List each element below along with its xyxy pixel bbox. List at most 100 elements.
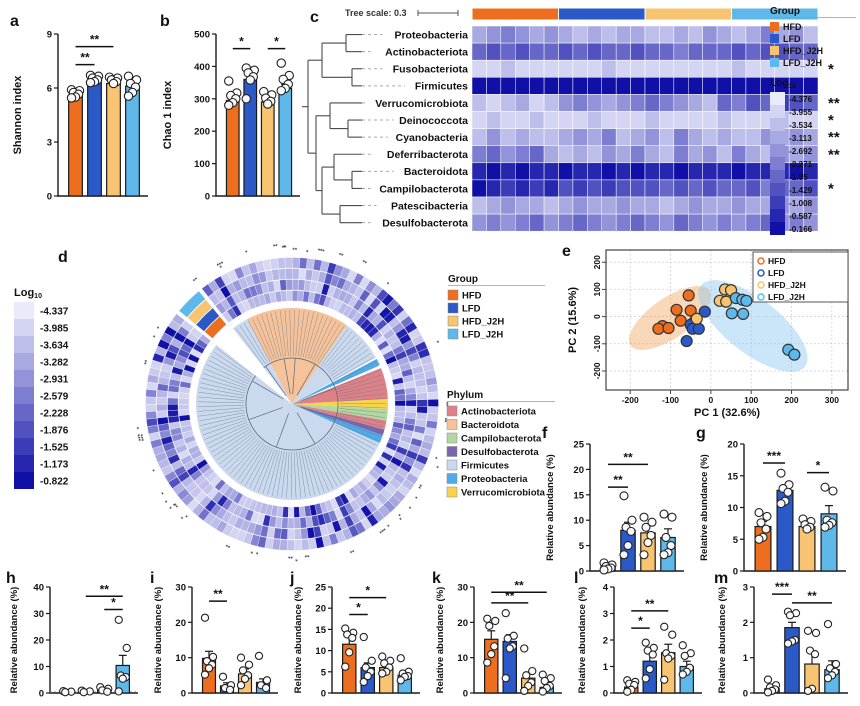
pca-point-LFD_J2H bbox=[725, 307, 738, 320]
data-point bbox=[659, 509, 669, 519]
y-tick-label: 5 bbox=[579, 541, 585, 552]
scale-swatch bbox=[770, 131, 785, 144]
y-tick-label: 0 bbox=[733, 567, 738, 578]
y-tick-label: 20 bbox=[457, 618, 468, 629]
y-tick-label: 20 bbox=[727, 440, 738, 451]
group-legend-label: LFD_J2H bbox=[462, 330, 503, 341]
legend-label: HFD bbox=[768, 256, 785, 266]
scale-label: -3.534 bbox=[789, 121, 813, 130]
data-point bbox=[236, 653, 246, 662]
data-point bbox=[491, 616, 500, 626]
significance-stars: * bbox=[638, 614, 643, 628]
group-legend-swatch-HFD_J2H bbox=[770, 46, 779, 55]
data-point bbox=[783, 639, 793, 648]
data-point bbox=[122, 643, 131, 653]
data-point bbox=[378, 669, 387, 678]
svg-text:***: *** bbox=[216, 261, 226, 270]
data-point bbox=[263, 99, 273, 109]
svg-text:*: * bbox=[245, 250, 250, 257]
data-point bbox=[108, 78, 119, 89]
phylum-legend-swatch bbox=[446, 419, 458, 430]
x-tick-label: 0 bbox=[708, 395, 713, 405]
svg-text:*: * bbox=[431, 455, 438, 460]
y-tick-label: 10 bbox=[315, 646, 326, 657]
group-legend-label: LFD bbox=[783, 34, 801, 44]
data-point bbox=[261, 683, 271, 693]
scale-label: -1.525 bbox=[40, 443, 69, 454]
scale-swatch bbox=[770, 92, 785, 105]
data-point bbox=[776, 468, 786, 478]
panel-letter-k: k bbox=[432, 570, 441, 587]
y-axis-label: Relative abundance (%) bbox=[9, 587, 20, 694]
scale-swatch bbox=[14, 302, 34, 319]
data-point bbox=[754, 534, 764, 544]
pca-point-LFD bbox=[680, 334, 693, 348]
y-tick-label: 100 bbox=[194, 159, 210, 170]
legend-marker-LFD bbox=[757, 269, 765, 277]
data-point bbox=[236, 681, 246, 690]
phylum-legend-label: Bacteroidota bbox=[461, 420, 520, 431]
svg-text:***: *** bbox=[317, 248, 326, 255]
group-legend-swatch-HFD bbox=[447, 289, 459, 301]
scale-swatch bbox=[14, 370, 34, 387]
data-point bbox=[623, 687, 632, 696]
y-tick-label: 20 bbox=[175, 618, 186, 629]
legend-marker-LFD_J2H bbox=[757, 293, 765, 301]
group-legend-label: HFD_J2H bbox=[462, 317, 504, 328]
y-tick-label: 5 bbox=[733, 535, 739, 546]
svg-text:*: * bbox=[161, 489, 168, 495]
pca-point-LFD bbox=[692, 322, 705, 335]
data-point bbox=[599, 565, 609, 575]
data-point bbox=[522, 671, 531, 680]
svg-text:**: ** bbox=[292, 248, 297, 254]
panel-d-chart: d Log10 -4.337 -3.985 -3.634 -3.282 -2.931 -2.5… bbox=[14, 244, 555, 561]
data-point bbox=[505, 644, 514, 653]
group-legend-swatch-HFD bbox=[770, 22, 779, 31]
data-point bbox=[225, 685, 235, 694]
bar-HFD bbox=[225, 99, 240, 197]
significance-stars: ** bbox=[807, 589, 817, 603]
phylum-legend-title: Phylum bbox=[447, 390, 483, 401]
data-point bbox=[626, 526, 636, 536]
scale-label: -1.173 bbox=[40, 460, 69, 471]
data-point bbox=[660, 622, 669, 631]
significance-stars: * bbox=[816, 459, 821, 473]
scale-label: -2.271 bbox=[789, 160, 813, 169]
data-point bbox=[641, 674, 650, 683]
significance-stars: ** bbox=[645, 597, 655, 611]
data-point bbox=[378, 652, 387, 661]
scale-swatch bbox=[770, 196, 785, 209]
data-point bbox=[276, 85, 287, 96]
scale-swatch bbox=[770, 209, 785, 222]
scale-swatch bbox=[14, 404, 34, 421]
significance-stars: * bbox=[274, 35, 279, 49]
y-axis-label: Relative abundance (%) bbox=[153, 587, 164, 694]
data-point bbox=[763, 688, 773, 697]
svg-text:*: * bbox=[433, 340, 440, 345]
scale-swatch bbox=[770, 170, 785, 183]
group-strip-LFD_J2H bbox=[731, 7, 819, 21]
pca-point-HFD bbox=[684, 304, 697, 317]
data-point bbox=[396, 676, 405, 685]
data-point bbox=[754, 508, 764, 518]
phylum-wedges bbox=[196, 308, 388, 500]
phylum-legend-label: Campilobacterota bbox=[461, 434, 542, 445]
scale-label: -2.931 bbox=[40, 375, 69, 386]
bar-HFD bbox=[68, 94, 83, 197]
scale-label: -2.579 bbox=[40, 392, 69, 403]
scale-swatch bbox=[770, 144, 785, 157]
group-legend-swatch-HFD_J2H bbox=[447, 315, 459, 327]
y-axis-label: PC 2 (15.6%) bbox=[567, 287, 579, 353]
y-tick-label: 4 bbox=[603, 583, 609, 594]
significance-stars: *** bbox=[775, 580, 789, 594]
y-tick-label: 0 bbox=[321, 689, 326, 700]
svg-text:**: ** bbox=[173, 500, 181, 508]
panel-b-chart: b Chao 1 index 0 100 200 300 400 500 * * bbox=[160, 13, 300, 203]
panel-l-abundance-bar: l Relative abundance (%) 0 1 2 3 4 * ** bbox=[572, 565, 710, 706]
data-point bbox=[79, 688, 88, 697]
scale-swatch bbox=[14, 387, 34, 404]
phylum-legend-swatch bbox=[446, 486, 458, 498]
group-legend-label: HFD bbox=[783, 22, 802, 32]
svg-text:**: ** bbox=[441, 417, 448, 423]
